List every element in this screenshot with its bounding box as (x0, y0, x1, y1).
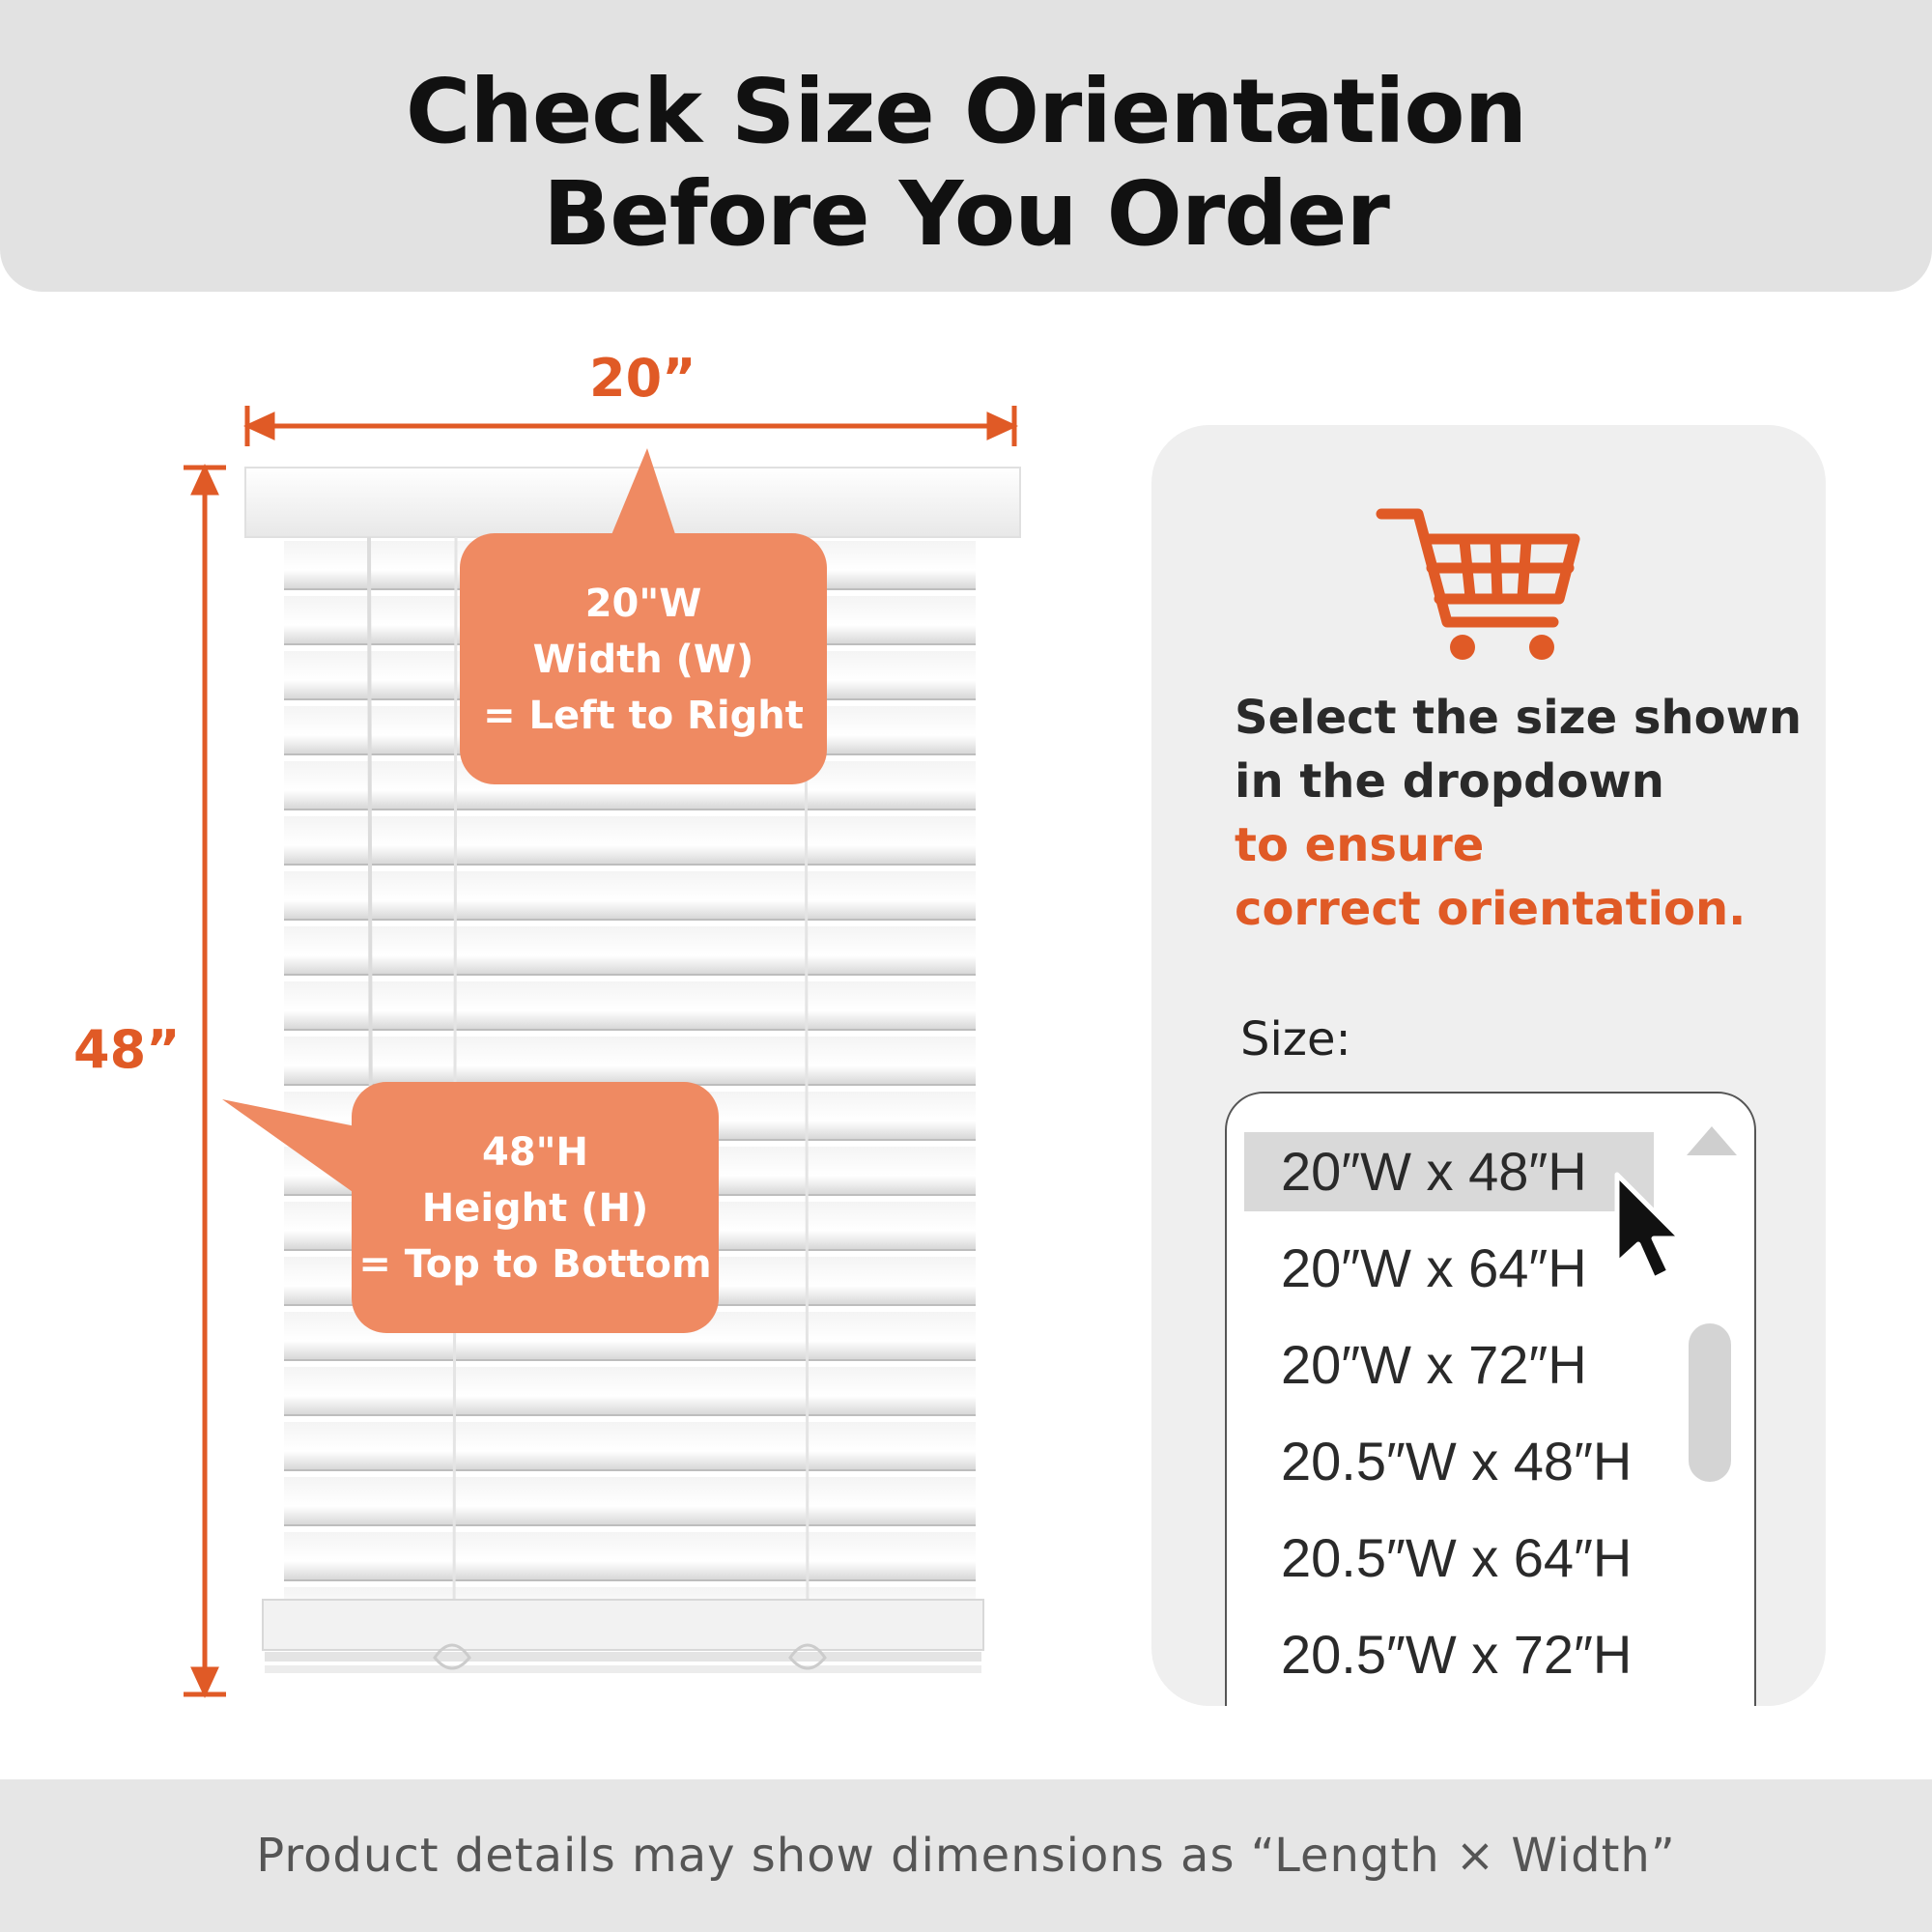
height-callout-definition: = Top to Bottom (358, 1242, 712, 1287)
size-option-2[interactable]: 20″W x 64″H (1281, 1237, 1587, 1298)
instruction-line1: Select the size shown (1235, 691, 1803, 745)
size-option-3[interactable]: 20″W x 72″H (1281, 1334, 1587, 1395)
blind-slat (284, 926, 976, 975)
height-callout-value: 48"H (482, 1130, 588, 1175)
size-option-6[interactable]: 20.5″W x 72″H (1281, 1624, 1633, 1685)
width-callout-pointer (611, 448, 676, 537)
blind-slat (284, 816, 976, 865)
dimension-arrows (184, 406, 1019, 1699)
blind-slat (284, 1477, 976, 1525)
footer-bar (0, 1779, 1932, 1932)
size-option-1[interactable]: 20″W x 48″H (1244, 1132, 1654, 1211)
size-option-5[interactable]: 20.5″W x 64″H (1281, 1527, 1633, 1588)
size-option-4[interactable]: 20.5″W x 48″H (1281, 1431, 1633, 1492)
height-arrow-top-head (190, 463, 219, 496)
mouse-pointer-icon (1614, 1172, 1684, 1282)
height-callout-pointer (222, 1099, 355, 1194)
height-dimension-label: 48” (73, 1019, 181, 1080)
blind-slat (284, 871, 976, 920)
instruction-text: Select the size shown in the dropdown to… (1235, 686, 1814, 941)
header-banner: Check Size Orientation Before You Order (0, 0, 1932, 292)
page-title-line1: Check Size Orientation (405, 60, 1527, 163)
callout-pointers (222, 448, 676, 1194)
width-callout-value: 20"W (584, 582, 702, 626)
width-arrow-right-head (986, 412, 1019, 440)
blind-slat (284, 1532, 976, 1580)
page-title-line2: Before You Order (543, 162, 1390, 266)
height-callout-term: Height (H) (421, 1186, 649, 1231)
blind-slat (284, 1422, 976, 1470)
size-selection-panel: Select the size shown in the dropdown to… (1151, 425, 1826, 1706)
shopping-cart-icon (1376, 508, 1580, 660)
size-dropdown-list[interactable]: 20″W x 48″H 20″W x 64″H 20″W x 72″H 20.5… (1225, 1092, 1756, 1706)
instruction-highlight1: to ensure (1235, 818, 1485, 872)
height-arrow-bottom-head (190, 1666, 219, 1699)
footer-note: Product details may show dimensions as “… (256, 1829, 1676, 1883)
blind-slat (284, 1367, 976, 1415)
size-label: Size: (1240, 1012, 1351, 1066)
width-dimension-label: 20” (589, 348, 696, 409)
blind-slat (284, 981, 976, 1030)
width-callout-term: Width (W) (532, 638, 754, 682)
width-callout-definition: = Left to Right (483, 694, 804, 738)
width-callout: 20"W Width (W) = Left to Right (460, 533, 827, 784)
scrollbar-thumb[interactable] (1689, 1323, 1731, 1482)
scroll-up-arrow-icon[interactable] (1687, 1126, 1737, 1155)
instruction-highlight2: correct orientation. (1235, 882, 1747, 936)
instruction-line2: in the dropdown (1235, 754, 1664, 809)
height-callout: 48"H Height (H) = Top to Bottom (352, 1082, 719, 1333)
width-arrow-left-head (242, 412, 275, 440)
blind-slat (284, 1037, 976, 1085)
